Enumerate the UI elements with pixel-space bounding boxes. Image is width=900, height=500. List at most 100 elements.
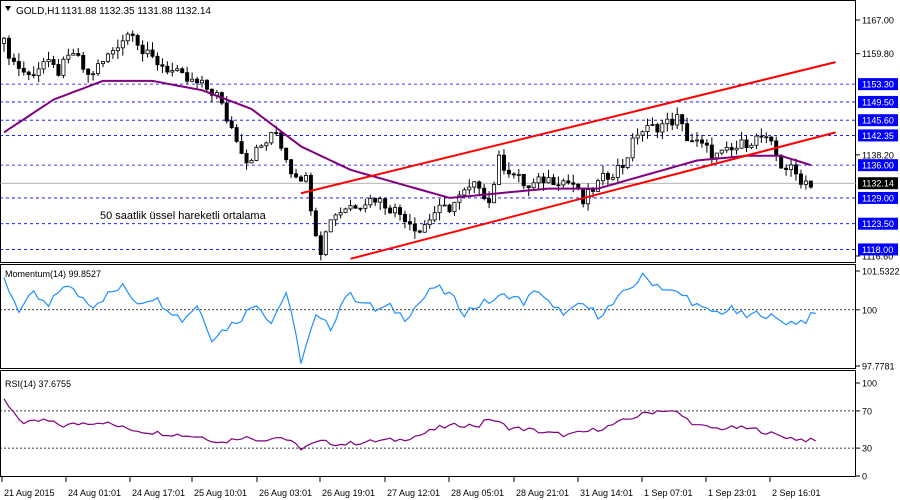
candle-body [41,61,46,70]
candle-body [338,212,343,216]
candle-body [185,72,190,82]
candle-body [393,207,398,214]
time-tick-label: 28 Aug 21:01 [516,488,569,498]
candle-body [521,174,526,187]
candle-body [125,33,130,42]
candle-body [581,187,586,205]
candle-body [769,136,774,142]
candle-body [798,173,803,185]
price-tick-label: 1167.00 [862,16,894,26]
candle-body [224,102,229,122]
candle-body [690,140,695,143]
candle-body [452,201,457,213]
candle-body [699,139,704,144]
time-tick-label: 26 Aug 03:01 [259,488,312,498]
candle-body [274,132,279,134]
price-level-tag [858,95,898,108]
candle-body [630,137,635,159]
price-level-label: 1118.00 [862,245,893,255]
triangle-down-icon[interactable] [5,6,11,11]
candle-body [348,205,353,210]
candle-body [407,221,412,225]
candle-body [640,131,645,136]
oscillator-tick-label: 101.5322 [862,267,900,277]
candle-body [11,57,16,62]
candle-body [551,177,556,186]
candle-body [195,78,200,84]
candle-body [234,127,239,142]
candle-body [412,223,417,232]
rsi-axis: 100 70 30 0 [856,379,877,482]
candle-body [695,139,700,142]
candle-body [739,139,744,149]
candle-body [496,154,501,185]
candle-body [591,189,596,192]
candle-body [759,135,764,138]
candle-body [383,198,388,209]
price-level-label: 1123.50 [862,219,894,229]
candle-body [670,118,675,126]
price-level-tag [858,159,898,172]
candle-body [794,164,799,175]
candle-body [734,147,739,151]
price-level-tag [858,243,898,256]
candle-body [313,210,318,237]
candle-body [284,147,289,161]
oscillator-tick-label: 30 [862,444,872,454]
candle-body [229,120,234,128]
ema-annotation[interactable]: 50 saatlik üssel hareketli ortalama [100,210,267,222]
candle-body [749,144,754,149]
candle-body [506,169,511,175]
candle-body [373,197,378,203]
candle-body [180,68,185,74]
candle-body [655,123,660,133]
candle-body [615,165,620,178]
candle-body [101,61,106,65]
candle-body [110,50,115,55]
candle-body [437,204,442,214]
candle-body [165,65,170,73]
candle-body [477,181,482,189]
candle-body [482,187,487,200]
price-level-label: 1142.35 [862,131,894,141]
channel-upper-line[interactable] [300,61,836,195]
candle-body [21,67,26,73]
rsi-line [3,398,817,451]
time-tick-label: 26 Aug 19:01 [322,488,375,498]
channel-lower-line[interactable] [350,131,836,260]
candle-body [31,74,36,77]
candle-body [714,152,719,159]
candle-body [417,230,422,233]
price-level-labels: 1153.30 1149.50 1145.60 1142.35 1136.00 1129.… [858,78,898,256]
candle-body [536,176,541,184]
rsi-reference-lines [0,410,856,449]
candle-body [516,174,521,176]
candle-body [254,146,259,161]
candle-body [279,132,284,149]
time-tick-label: 1 Sep 07:01 [644,488,693,498]
candle-body [427,219,432,226]
candle-body [155,55,160,66]
candle-body [685,123,690,142]
candle-body [294,173,299,178]
candle-body [600,173,605,182]
candle-body [397,207,402,215]
candle-body [150,49,155,57]
candle-body [298,176,303,182]
candle-body [447,204,452,213]
candle-body [170,70,175,73]
candle-body [457,194,462,203]
candle-body [269,132,274,144]
ohlc-readout: 1131.88 1132.35 1131.88 1132.14 [61,6,211,17]
candle-body [596,180,601,192]
candle-body [388,207,393,214]
price-level-tag [858,114,898,127]
price-level-label: 1136.00 [862,161,894,171]
price-level-tag [858,217,898,230]
candle-body [754,135,759,146]
candle-body [160,64,165,67]
oscillator-tick-label: 70 [862,406,872,416]
candle-body [71,53,76,56]
candle-body [145,49,150,55]
candle-body [526,185,531,189]
